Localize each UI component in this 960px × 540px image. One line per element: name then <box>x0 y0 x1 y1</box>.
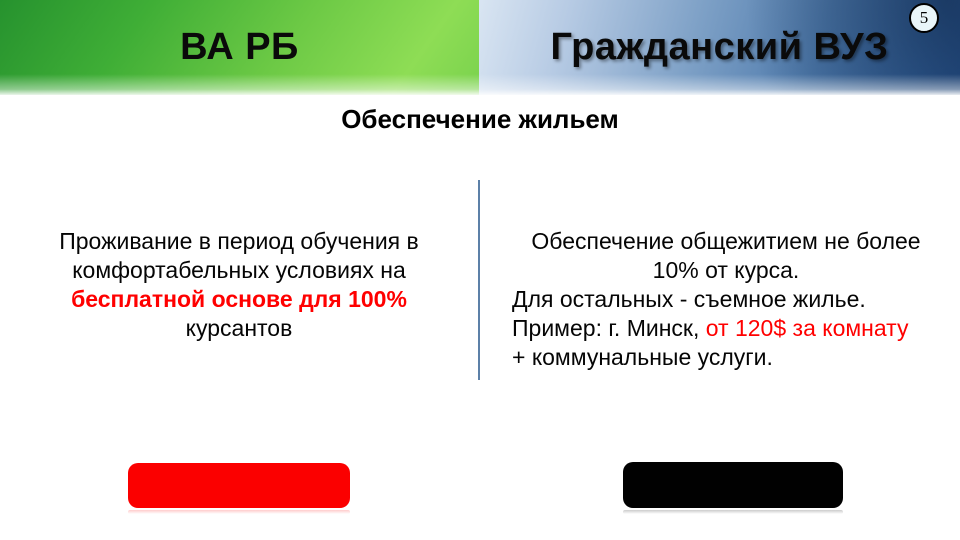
page-title: Обеспечение жильем <box>341 104 619 134</box>
column-divider-line <box>478 180 480 380</box>
red-button[interactable] <box>128 463 350 508</box>
right-column-highlight: от 120$ за комнату <box>705 315 909 341</box>
right-column: Обеспечение общежитием не более 10% от к… <box>512 227 940 372</box>
header-banner: ВА РБ Гражданский ВУЗ <box>0 0 960 95</box>
right-column-line-2: 10% от курса. <box>652 257 800 283</box>
left-column: Проживание в период обучения в комфортаб… <box>38 227 440 343</box>
red-button-reflection <box>128 510 350 514</box>
left-column-line-1: Проживание в период обучения в <box>59 228 419 254</box>
header-left-label: ВА РБ <box>180 26 299 68</box>
header-right-label: Гражданский ВУЗ <box>550 26 889 68</box>
black-button-reflection <box>623 510 843 514</box>
right-column-line-4: Пример: г. Минск, от 120$ за комнату <box>512 314 940 343</box>
page-number-badge: 5 <box>909 3 939 33</box>
header-left-banner: ВА РБ <box>0 0 479 95</box>
left-column-line-2: комфортабельных условиях на <box>72 257 406 283</box>
right-column-line-3: Для остальных - съемное жилье. <box>512 286 866 312</box>
left-column-highlight: бесплатной основе для 100% <box>71 286 407 312</box>
right-column-line-5: + коммунальные услуги. <box>512 344 773 370</box>
page-number: 5 <box>919 8 929 27</box>
header-right-banner: Гражданский ВУЗ <box>479 0 960 95</box>
right-column-line-4-text: Пример: г. Минск, <box>512 315 706 341</box>
left-column-line-4: курсантов <box>185 315 293 341</box>
black-button[interactable] <box>623 462 843 508</box>
right-column-line-1: Обеспечение общежитием не более <box>531 228 921 254</box>
